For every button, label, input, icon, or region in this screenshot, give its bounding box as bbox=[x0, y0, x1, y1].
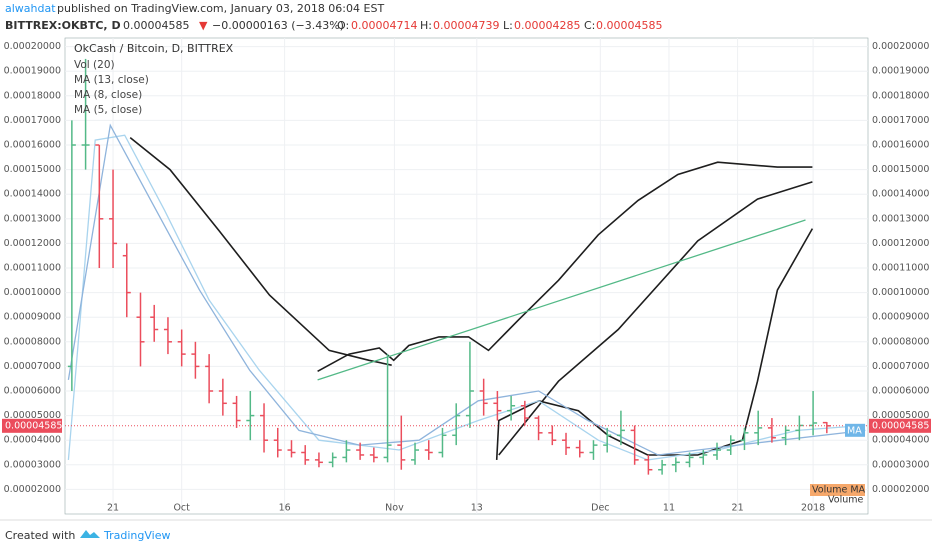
volume-label: Volume bbox=[828, 495, 863, 506]
indicator-legend: MA (5, close) bbox=[74, 104, 142, 116]
indicator-line bbox=[317, 219, 806, 381]
indicator-legend: MA (8, close) bbox=[74, 89, 142, 101]
x-tick-label: 13 bbox=[471, 503, 483, 514]
y-tick-label: 0.00003000 bbox=[4, 459, 61, 470]
arrow: ▼ bbox=[199, 19, 208, 32]
y-tick-label-right: 0.00019000 bbox=[872, 66, 929, 77]
y-tick-label: 0.00012000 bbox=[4, 238, 61, 249]
price: 0.00004585 bbox=[123, 19, 189, 32]
indicator-legend: Vol (20) bbox=[74, 59, 115, 71]
volume-ma-label: Volume MA bbox=[812, 485, 866, 496]
indicator-line bbox=[129, 136, 392, 366]
x-tick-label: 16 bbox=[279, 503, 291, 514]
indicator-line bbox=[67, 123, 866, 456]
y-tick-label-right: 0.00017000 bbox=[872, 115, 929, 126]
c-label: C: bbox=[584, 19, 595, 32]
y-tick-label: 0.00017000 bbox=[4, 115, 61, 126]
y-tick-label-right: 0.00013000 bbox=[872, 213, 929, 224]
y-tick-label: 0.00010000 bbox=[4, 287, 61, 298]
y-tick-label: 0.00007000 bbox=[4, 361, 61, 372]
y-tick-label: 0.00004000 bbox=[4, 435, 61, 446]
y-tick-label-right: 0.00003000 bbox=[872, 459, 929, 470]
y-tick-label-right: 0.00006000 bbox=[872, 386, 929, 397]
y-tick-label: 0.00002000 bbox=[4, 484, 61, 495]
last-price-tag bbox=[2, 418, 62, 433]
indicator-line bbox=[67, 134, 866, 461]
x-tick-label: Dec bbox=[591, 503, 609, 514]
y-tick-label: 0.00005000 bbox=[4, 410, 61, 421]
y-tick-label: 0.00014000 bbox=[4, 189, 61, 200]
o-label: O: bbox=[337, 19, 349, 32]
last-price-label: 0.00004585 bbox=[5, 420, 62, 431]
indicator-line bbox=[317, 161, 813, 373]
y-tick-label-right: 0.00009000 bbox=[872, 312, 929, 323]
open: 0.00004714 bbox=[351, 19, 417, 32]
close: 0.00004585 bbox=[596, 19, 662, 32]
y-tick-label-right: 0.00007000 bbox=[872, 361, 929, 372]
y-tick-label: 0.00015000 bbox=[4, 164, 61, 175]
created: Created with bbox=[5, 529, 75, 542]
volume-ma-tag bbox=[810, 484, 865, 496]
y-tick-label: 0.00009000 bbox=[4, 312, 61, 323]
y-tick-label: 0.00013000 bbox=[4, 213, 61, 224]
y-tick-label-right: 0.00016000 bbox=[872, 140, 929, 151]
y-tick-label: 0.00011000 bbox=[4, 263, 61, 274]
last-price-tag-right bbox=[869, 418, 931, 433]
change: −0.00000163 (−3.43%) bbox=[212, 19, 344, 32]
y-tick-label: 0.00020000 bbox=[4, 41, 61, 52]
y-tick-label: 0.00019000 bbox=[4, 66, 61, 77]
published: published on TradingView.com, January 03… bbox=[57, 2, 384, 15]
ma-tag bbox=[845, 423, 865, 437]
y-tick-label-right: 0.00005000 bbox=[872, 410, 929, 421]
y-tick-label-right: 0.00012000 bbox=[872, 238, 929, 249]
x-tick-label: Nov bbox=[385, 503, 404, 514]
y-tick-label-right: 0.00018000 bbox=[872, 90, 929, 101]
high: 0.00004739 bbox=[433, 19, 499, 32]
y-tick-label: 0.00018000 bbox=[4, 90, 61, 101]
y-tick-label: 0.00016000 bbox=[4, 140, 61, 151]
h-label: H: bbox=[420, 19, 432, 32]
chart-title: OkCash / Bitcoin, D, BITTREX bbox=[74, 42, 234, 55]
x-tick-label: Oct bbox=[173, 503, 190, 514]
y-tick-label-right: 0.00011000 bbox=[872, 263, 929, 274]
x-tick-label: 21 bbox=[107, 503, 119, 514]
low: 0.00004285 bbox=[514, 19, 580, 32]
y-tick-label-right: 0.00010000 bbox=[872, 287, 929, 298]
symbol: BITTREX:OKBTC, D bbox=[5, 19, 121, 32]
y-tick-label-right: 0.00020000 bbox=[872, 41, 929, 52]
plot-frame bbox=[64, 37, 869, 515]
logo bbox=[80, 530, 100, 538]
y-tick-label-right: 0.00002000 bbox=[872, 484, 929, 495]
y-tick-label-right: 0.00008000 bbox=[872, 336, 929, 347]
brand[interactable]: TradingView bbox=[103, 529, 170, 542]
indicator-legend: MA (13, close) bbox=[74, 74, 149, 86]
indicator-line bbox=[498, 181, 813, 456]
y-tick-label-right: 0.00004000 bbox=[872, 435, 929, 446]
last-price-label-right: 0.00004585 bbox=[872, 420, 929, 431]
y-tick-label-right: 0.00015000 bbox=[872, 164, 929, 175]
y-tick-label-right: 0.00014000 bbox=[872, 189, 929, 200]
x-tick-label: 21 bbox=[732, 503, 744, 514]
y-tick-label: 0.00006000 bbox=[4, 386, 61, 397]
author[interactable]: alwahdat bbox=[5, 2, 56, 15]
y-tick-label: 0.00008000 bbox=[4, 336, 61, 347]
l-label: L: bbox=[503, 19, 513, 32]
x-tick-label: 11 bbox=[663, 503, 675, 514]
x-tick-label: 2018 bbox=[801, 503, 825, 514]
ma-tag-label: MA bbox=[847, 425, 862, 436]
